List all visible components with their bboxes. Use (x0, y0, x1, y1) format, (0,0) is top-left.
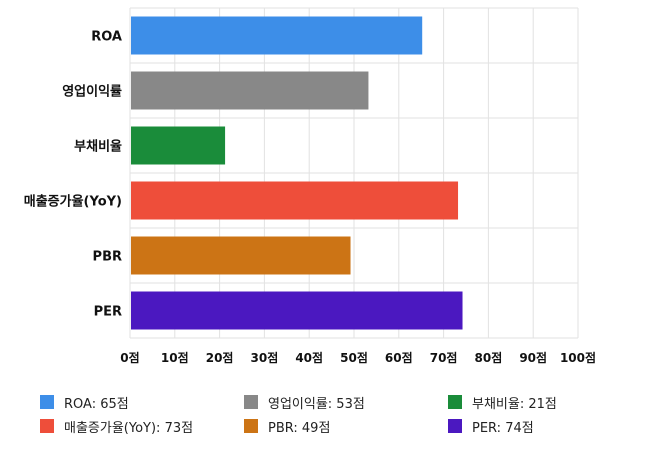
bar (131, 236, 351, 275)
legend-item: 매출증가율(YoY): 73점 (40, 416, 193, 436)
x-tick-label: 60점 (385, 350, 413, 365)
legend-label: 영업이익률: 53점 (268, 396, 365, 412)
bar (131, 291, 463, 330)
x-tick-label: 50점 (340, 350, 368, 365)
legend-label: ROA: 65점 (64, 396, 129, 412)
category-label: 부채비율 (74, 139, 122, 155)
legend-item: ROA: 65점 (40, 392, 129, 412)
x-tick-label: 100점 (560, 350, 596, 365)
bar (131, 16, 423, 55)
legend-swatch (40, 419, 54, 433)
category-label: PBR (93, 250, 122, 265)
bar (131, 126, 226, 165)
legend-label: PER: 74점 (472, 420, 534, 436)
bars (131, 16, 463, 330)
x-tick-label: 90점 (519, 350, 547, 365)
category-label: ROA (91, 30, 122, 45)
category-label: 매출증가율(YoY) (24, 194, 122, 210)
x-tick-label: 20점 (206, 350, 234, 365)
legend-item: PER: 74점 (448, 416, 534, 436)
x-tick-label: 10점 (161, 350, 189, 365)
legend-swatch (244, 419, 258, 433)
x-tick-label: 80점 (475, 350, 503, 365)
legend-swatch (40, 395, 54, 409)
grid-lines (129, 7, 579, 339)
category-label: 영업이익률 (62, 84, 122, 100)
x-tick-label: 30점 (251, 350, 279, 365)
legend-item: 부채비율: 21점 (448, 392, 557, 412)
x-tick-label: 0점 (120, 350, 139, 365)
legend-label: 부채비율: 21점 (472, 396, 557, 412)
bar (131, 181, 459, 220)
x-tick-labels: 0점 10점 20점 30점 40점 50점 60점 70점 80점 90점 100점 (120, 350, 596, 365)
category-label: PER (94, 305, 122, 320)
legend-item: PBR: 49점 (244, 416, 330, 436)
legend-label: 매출증가율(YoY): 73점 (64, 420, 194, 436)
legend-swatch (448, 395, 462, 409)
bar (131, 71, 369, 110)
legend-swatch (244, 395, 258, 409)
legend-label: PBR: 49점 (268, 420, 331, 436)
x-tick-label: 40점 (295, 350, 323, 365)
legend: ROA: 65점 영업이익률: 53점 부채비율: 21점 매출증가율(YoY)… (0, 388, 650, 444)
x-tick-label: 70점 (430, 350, 458, 365)
legend-item: 영업이익률: 53점 (244, 392, 365, 412)
legend-swatch (448, 419, 462, 433)
